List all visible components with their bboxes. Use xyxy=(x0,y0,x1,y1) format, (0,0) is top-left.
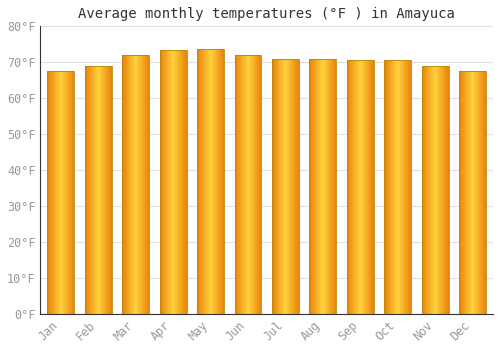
Title: Average monthly temperatures (°F ) in Amayuca: Average monthly temperatures (°F ) in Am… xyxy=(78,7,455,21)
